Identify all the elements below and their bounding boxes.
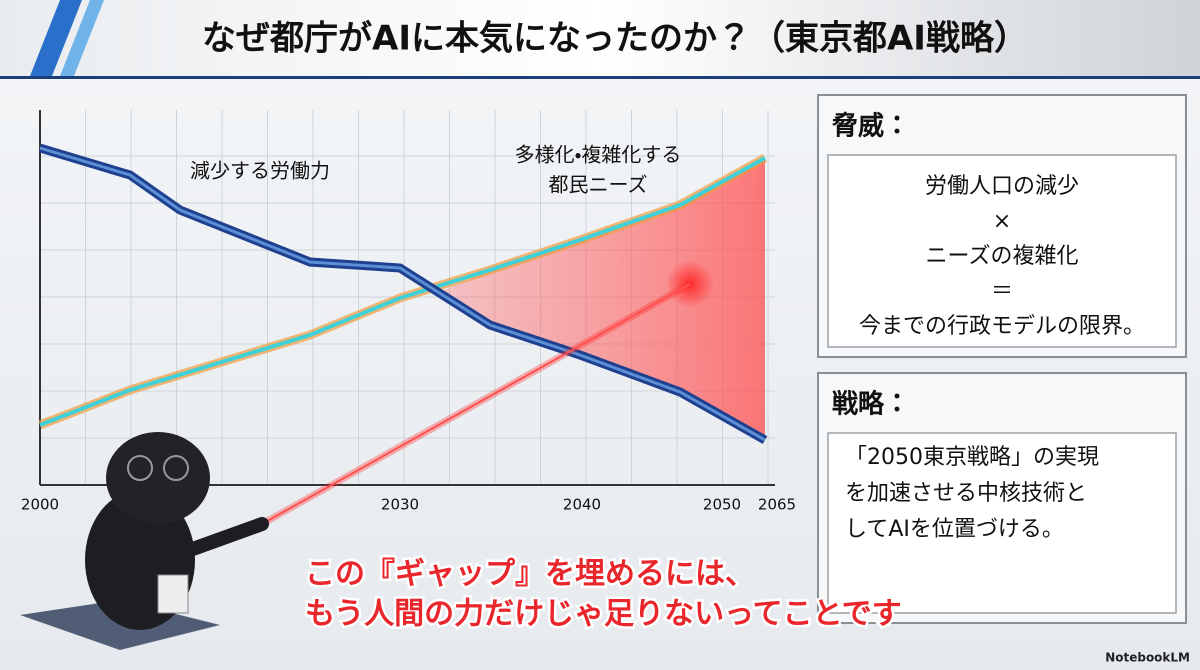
panel-line: 労働人口の減少: [925, 174, 1079, 199]
gap-area: [440, 158, 765, 440]
x-tick-labels: 2000 2030 2040 2050 2065: [21, 496, 796, 514]
panel-line: 今までの行政モデルの限界。: [859, 314, 1145, 339]
x-tick-label: 2040: [563, 496, 601, 514]
logo: NotebookLM: [1105, 651, 1190, 665]
series-label: 都民ニーズ: [549, 173, 648, 197]
x-tick-label: 2000: [21, 496, 59, 514]
panel-line: してAIを位置づける。: [845, 517, 1064, 542]
caption-line: もう人間の力だけじゃ足りないってことです: [305, 597, 902, 632]
title: なぜ都庁がAIに本気になったのか？（東京都AI戦略）: [202, 19, 1028, 59]
series-label: 減少する労働力: [190, 159, 330, 183]
x-tick-label: 2065: [758, 496, 796, 514]
panel-inner: [827, 154, 1177, 348]
stripe: [60, 0, 104, 76]
x-tick-label: 2050: [703, 496, 741, 514]
panel-line: 「2050東京戦略」の実現: [845, 445, 1099, 470]
caption: この『ギャップ』を埋めるには、 もう人間の力だけじゃ足りないってことです: [303, 554, 905, 634]
panel-line: ×: [993, 209, 1011, 234]
stripe: [30, 0, 82, 76]
panel-heading: 戦略：: [832, 389, 910, 420]
needs-line: [39, 156, 766, 427]
panel-line: ニーズの複雑化: [926, 244, 1079, 269]
x-tick-label: 2030: [381, 496, 419, 514]
title-bar: [0, 0, 1200, 76]
caption-line: この『ギャップ』を埋めるには、: [305, 557, 755, 592]
panel-heading: 脅威：: [831, 111, 910, 142]
laser: [261, 283, 691, 525]
series-label: 多様化・複雑化する: [515, 143, 682, 167]
panels: 脅威： 労働人口の減少 × ニーズの複雑化 ＝ 今までの行政モデルの限界。戦略： 「2050…: [817, 94, 1187, 624]
panel-line: を加速させる中核技術と: [845, 481, 1087, 506]
panel-inner: [827, 432, 1177, 614]
title-rule: [0, 76, 1200, 79]
panel-line: ＝: [991, 279, 1013, 304]
mascot: [20, 432, 269, 650]
workforce-line-highlight: [39, 146, 766, 442]
